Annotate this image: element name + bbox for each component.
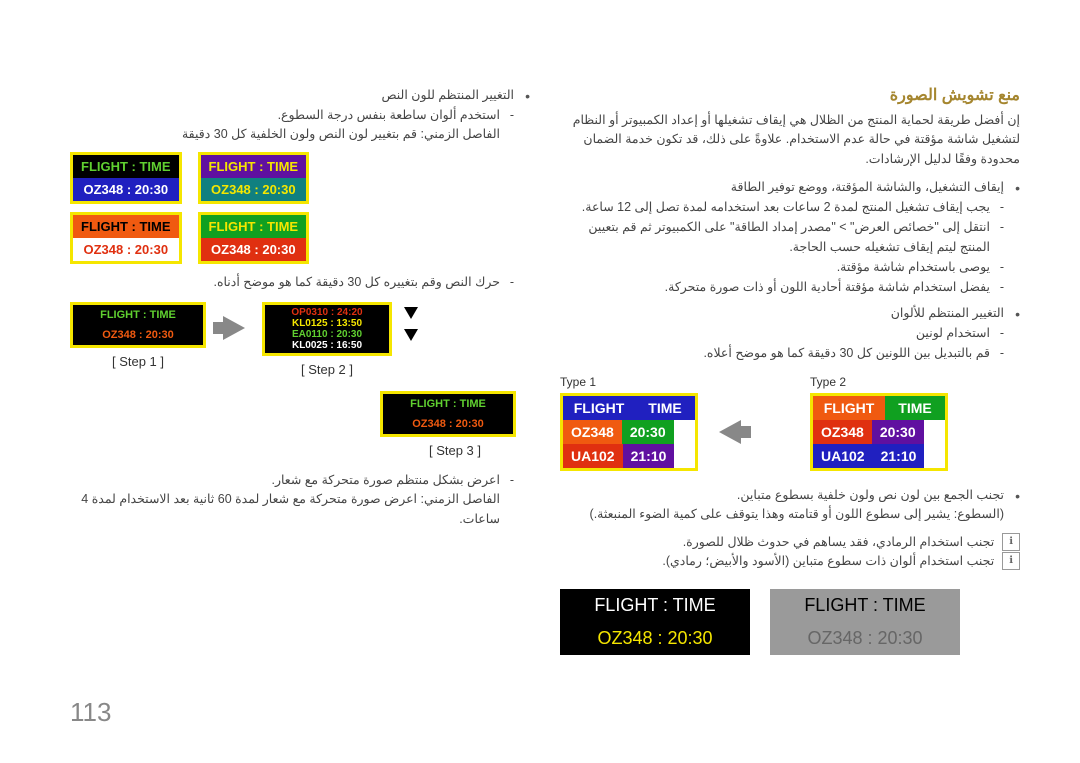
- cell-oz: OZ348: [813, 420, 872, 444]
- ct-a-h: FLIGHT : TIME: [73, 155, 179, 178]
- left-bullet-1: التغيير المنتظم للون النص: [70, 85, 530, 105]
- section-title: منع تشويش الصورة: [560, 85, 1020, 105]
- note-icon-1: ℹ: [1002, 533, 1020, 551]
- s2-l1: OP0310 : 24:20: [267, 307, 387, 318]
- note-2: تجنب استخدام ألوان ذات سطوع متباين (الأس…: [662, 552, 994, 571]
- bullet-3: تجنب الجمع بين لون نص ولون خلفية بسطوع م…: [560, 485, 1020, 505]
- bullet-1-d1: يجب إيقاف تشغيل المنتج لمدة 2 ساعات بعد …: [560, 197, 1020, 217]
- s3-h: FLIGHT : TIME: [383, 394, 513, 414]
- bullet-2-d2: قم بالتبديل بين اللونين كل 30 دقيقة كما …: [560, 343, 1020, 363]
- cell-2030: 20:30: [622, 420, 674, 444]
- bullet-1-d4: يفضل استخدام شاشة مؤقتة أحادية اللون أو …: [560, 277, 1020, 297]
- intro-text: إن أفضل طريقة لحماية المنتج من الظلال هي…: [560, 111, 1020, 169]
- cell-2110: 21:10: [623, 444, 675, 468]
- bullet-2-d1: استخدام لونين: [560, 323, 1020, 343]
- grey-row: OZ348 : 20:30: [770, 622, 960, 655]
- page-number: 113: [70, 697, 111, 728]
- ct-a-r: OZ348 : 20:30: [73, 178, 179, 201]
- left-d4: اعرض بشكل منتظم صورة متحركة مع شعار.: [70, 470, 530, 490]
- grey-table: FLIGHT : TIME OZ348 : 20:30: [770, 589, 960, 655]
- step3-table: FLIGHT : TIME OZ348 : 20:30: [380, 391, 516, 437]
- ct-d-h: FLIGHT : TIME: [201, 215, 307, 238]
- cell-flight: FLIGHT: [813, 396, 885, 420]
- bw-row: OZ348 : 20:30: [560, 622, 750, 655]
- bullet-1-d3: يوصى باستخدام شاشة مؤقتة.: [560, 257, 1020, 277]
- s3-r: OZ348 : 20:30: [383, 414, 513, 434]
- bw-table: FLIGHT : TIME OZ348 : 20:30: [560, 589, 750, 655]
- type2-label: Type 2: [810, 375, 1020, 389]
- note-icon-2: ℹ: [1002, 552, 1020, 570]
- color-table-d: FLIGHT : TIME OZ348 : 20:30: [198, 212, 310, 264]
- color-table-c: FLIGHT : TIME OZ348 : 20:30: [70, 212, 182, 264]
- s2-l2: KL0125 : 13:50: [267, 318, 387, 329]
- type2-table: FLIGHT TIME OZ348 20:30 UA102 21:10: [810, 393, 948, 471]
- s2-l4: KL0025 : 16:50: [267, 340, 387, 351]
- bullet-3-note: (السطوع: يشير إلى سطوع اللون أو قتامته و…: [560, 505, 1020, 524]
- left-d3: حرك النص وقم بتغييره كل 30 دقيقة كما هو …: [70, 272, 530, 292]
- color-table-b: FLIGHT : TIME OZ348 : 20:30: [198, 152, 310, 204]
- left-d2: الفاصل الزمني: قم بتغيير لون النص ولون ا…: [70, 125, 530, 144]
- cell-ua: UA102: [813, 444, 873, 468]
- arrow-right-icon: [223, 316, 245, 340]
- ct-b-r: OZ348 : 20:30: [201, 178, 307, 201]
- note-1: تجنب استخدام الرمادي، فقد يساهم في حدوث …: [683, 533, 995, 552]
- grey-header: FLIGHT : TIME: [770, 589, 960, 622]
- step1-label: [ Step 1 ]: [70, 354, 206, 369]
- type1-table: FLIGHT TIME OZ348 20:30 UA102 21:10: [560, 393, 698, 471]
- step2-label: [ Step 2 ]: [262, 362, 392, 377]
- cell-oz: OZ348: [563, 420, 622, 444]
- cell-ua: UA102: [563, 444, 623, 468]
- color-table-a: FLIGHT : TIME OZ348 : 20:30: [70, 152, 182, 204]
- cell-time: TIME: [635, 396, 695, 420]
- arrow-left-icon: [719, 420, 741, 444]
- ct-d-r: OZ348 : 20:30: [201, 238, 307, 261]
- left-d1: استخدم ألوان ساطعة بنفس درجة السطوع.: [70, 105, 530, 125]
- ct-b-h: FLIGHT : TIME: [201, 155, 307, 178]
- arrow-down-icon: [404, 307, 418, 319]
- bullet-1-d2: انتقل إلى "خصائص العرض" > "مصدر إمداد ال…: [560, 217, 1020, 257]
- cell-time: TIME: [885, 396, 945, 420]
- cell-2030: 20:30: [872, 420, 924, 444]
- arrow-down-icon: [404, 329, 418, 341]
- s2-l3: EA0110 : 20:30: [267, 329, 387, 340]
- cell-2110: 21:10: [873, 444, 925, 468]
- ct-c-r: OZ348 : 20:30: [73, 238, 179, 261]
- s1-r: OZ348 : 20:30: [73, 325, 203, 345]
- ct-c-h: FLIGHT : TIME: [73, 215, 179, 238]
- s1-h: FLIGHT : TIME: [73, 305, 203, 325]
- step3-label: [ Step 3 ]: [380, 443, 530, 458]
- step1-table: FLIGHT : TIME OZ348 : 20:30: [70, 302, 206, 348]
- step2-table: OP0310 : 24:20 KL0125 : 13:50 EA0110 : 2…: [262, 302, 392, 356]
- left-d5: الفاصل الزمني: اعرض صورة متحركة مع شعار …: [70, 490, 530, 529]
- bullet-2: التغيير المنتظم للألوان: [560, 303, 1020, 323]
- cell-flight: FLIGHT: [563, 396, 635, 420]
- bw-header: FLIGHT : TIME: [560, 589, 750, 622]
- type1-label: Type 1: [560, 375, 770, 389]
- bullet-1: إيقاف التشغيل، والشاشة المؤقتة، ووضع توف…: [560, 177, 1020, 197]
